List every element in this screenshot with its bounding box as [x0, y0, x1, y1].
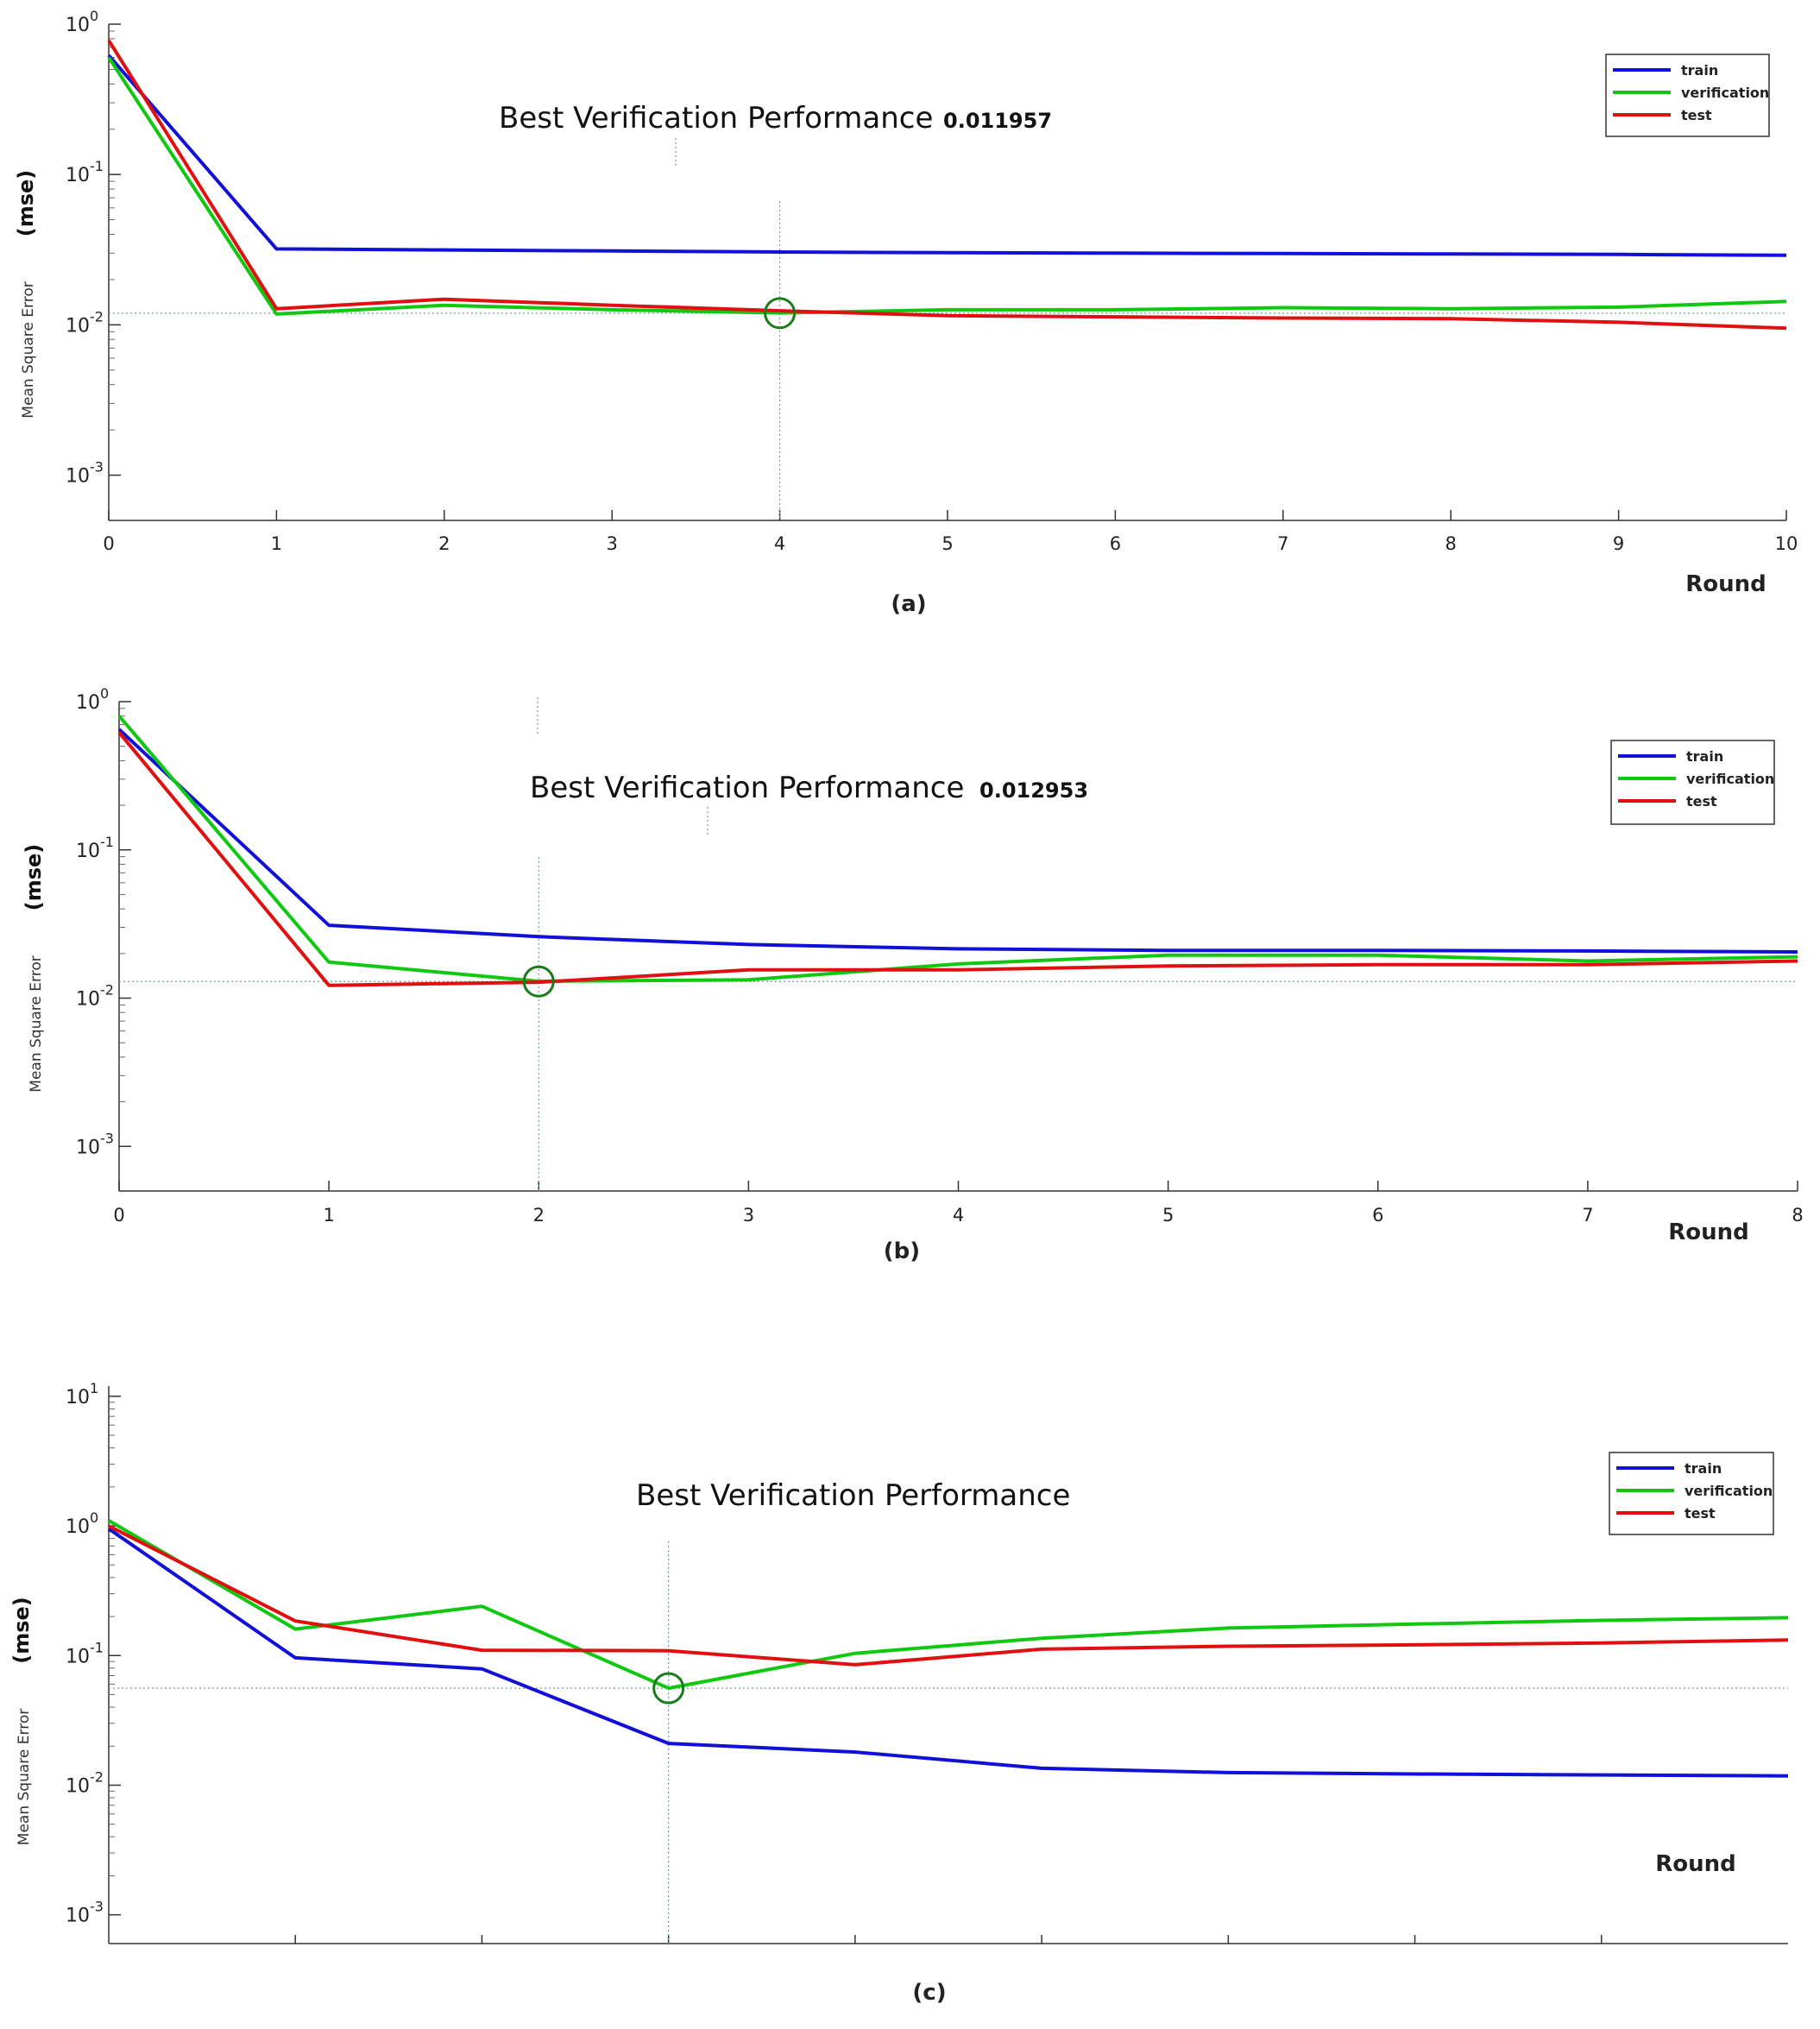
- y-tick-label: 100: [66, 8, 98, 36]
- series-line-test: [117, 731, 1798, 987]
- x-tick-label: 6: [1372, 1205, 1383, 1226]
- y-tick-label: 10-1: [66, 1639, 104, 1667]
- legend-label-test: test: [1686, 793, 1717, 810]
- legend-label-train: train: [1685, 1460, 1722, 1477]
- best-value-label: 0.011957: [943, 109, 1052, 133]
- y-tick-exponent: -2: [90, 308, 104, 325]
- legend-label-test: test: [1685, 1505, 1716, 1522]
- panel-caption: (a): [891, 591, 926, 617]
- y-axis-label: Mean Square Error: [20, 281, 37, 418]
- x-tick-label: 2: [438, 533, 450, 554]
- y-tick-exponent: 0: [90, 8, 98, 24]
- y-tick-exponent: -2: [90, 1768, 104, 1785]
- chart-title: Best Verification Performance: [530, 771, 964, 805]
- legend: train verification test: [1605, 54, 1770, 137]
- y-tick-label: 10-1: [66, 158, 104, 186]
- legend-label-test: test: [1681, 107, 1712, 123]
- series-line-train: [107, 1527, 1789, 1778]
- chart-title: Best Verification Performance: [499, 101, 933, 135]
- x-tick-label: 7: [1582, 1205, 1593, 1226]
- x-tick-label: 0: [113, 1205, 124, 1226]
- y-tick-exponent: 0: [100, 685, 109, 702]
- best-point-marker: [522, 965, 555, 998]
- y-tick-label: 10-2: [66, 1768, 104, 1797]
- x-tick-label: 8: [1792, 1205, 1803, 1226]
- y-tick-exponent: -1: [90, 158, 104, 174]
- x-tick-label: 8: [1445, 533, 1457, 554]
- x-tick-label: 1: [271, 533, 282, 554]
- y-tick-label: 10-3: [66, 459, 104, 488]
- legend: train verification test: [1610, 740, 1775, 825]
- x-tick-label: 9: [1613, 533, 1624, 554]
- best-value-label: 0.012953: [979, 778, 1088, 803]
- chart-title: Best Verification Performance: [636, 1478, 1070, 1513]
- best-point-marker: [652, 1672, 685, 1704]
- y-tick-label: 10-3: [76, 1130, 114, 1158]
- y-axis-unit: (mse): [9, 1597, 34, 1664]
- legend: train verification test: [1609, 1452, 1774, 1535]
- legend-label-verification: verification: [1686, 771, 1774, 787]
- y-tick-exponent: 1: [90, 1380, 98, 1396]
- y-tick-label: 10-2: [66, 308, 104, 337]
- x-tick-label: 3: [743, 1205, 754, 1226]
- series-line-verification: [107, 1519, 1789, 1691]
- series-line-verification: [107, 56, 1787, 316]
- y-tick-exponent: -3: [100, 1130, 114, 1146]
- y-tick-exponent: -3: [90, 459, 104, 476]
- panel-caption: (b): [884, 1238, 920, 1264]
- x-tick-label: 5: [941, 533, 953, 554]
- y-axis-unit: (mse): [14, 170, 38, 237]
- legend-label-verification: verification: [1681, 85, 1769, 101]
- y-axis-label: Mean Square Error: [28, 955, 45, 1092]
- x-axis-label: Round: [1668, 1219, 1749, 1245]
- x-tick-label: 6: [1110, 533, 1121, 554]
- legend-label-train: train: [1681, 62, 1718, 79]
- legend-box: [1605, 54, 1770, 137]
- y-axis-label: Mean Square Error: [16, 1709, 33, 1845]
- y-tick-label: 100: [76, 685, 109, 714]
- x-tick-label: 5: [1162, 1205, 1174, 1226]
- y-tick-label: 10-1: [76, 834, 114, 862]
- x-tick-label: 7: [1277, 533, 1288, 554]
- series-line-train: [117, 728, 1798, 954]
- legend-box: [1609, 1452, 1774, 1535]
- y-axis-unit: (mse): [22, 844, 46, 911]
- x-axis-label: Round: [1655, 1851, 1736, 1877]
- y-tick-label: 100: [66, 1509, 98, 1538]
- x-tick-label: 1: [323, 1205, 334, 1226]
- series-line-train: [107, 54, 1787, 257]
- series-line-verification: [117, 715, 1798, 983]
- chart-panel-a: 100 10-1 10-2 10-3 0 1 2 3 4 5 6 7 8 9 10 Best Verifica…: [14, 8, 1798, 617]
- x-tick-label: 0: [103, 533, 114, 554]
- legend-label-train: train: [1686, 748, 1723, 765]
- x-tick-label: 3: [607, 533, 618, 554]
- x-tick-label: 4: [953, 1205, 964, 1226]
- x-tick-label: 10: [1775, 533, 1798, 554]
- y-tick-exponent: -1: [100, 834, 114, 850]
- y-tick-label: 10-2: [76, 982, 114, 1011]
- legend-label-verification: verification: [1685, 1483, 1773, 1499]
- y-tick-label: 101: [66, 1380, 98, 1408]
- y-tick-label: 10-3: [66, 1899, 104, 1927]
- x-tick-label: 2: [533, 1205, 545, 1226]
- series-line-test: [108, 1524, 1789, 1667]
- y-tick-exponent: 0: [90, 1509, 98, 1526]
- series-line-test: [107, 39, 1787, 331]
- chart-panel-b: 100 10-1 10-2 10-3 0 1 2 3 4 5 6 7 8 Best Verificatio…: [22, 685, 1804, 1264]
- y-tick-exponent: -1: [90, 1639, 104, 1655]
- y-tick-exponent: -2: [100, 982, 114, 999]
- x-axis-label: Round: [1685, 571, 1766, 597]
- best-point-marker: [764, 297, 797, 330]
- panel-caption: (c): [912, 1980, 946, 2006]
- x-tick-label: 4: [774, 533, 785, 554]
- y-tick-exponent: -3: [90, 1899, 104, 1915]
